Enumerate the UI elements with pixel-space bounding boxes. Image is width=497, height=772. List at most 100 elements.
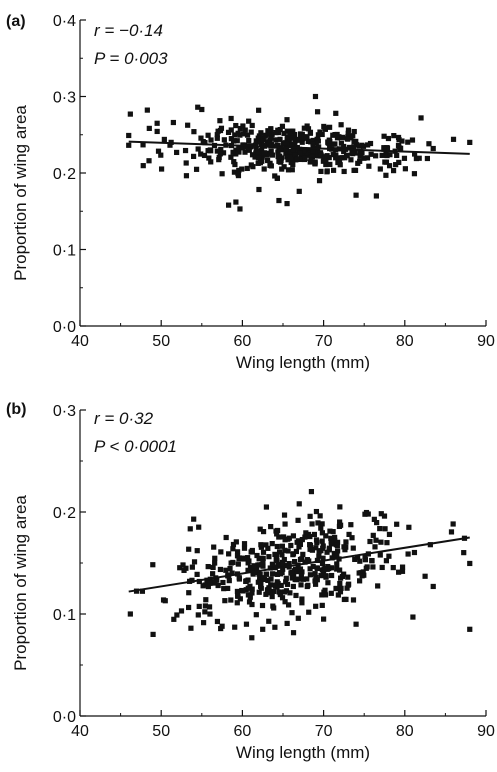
data-point — [379, 564, 385, 571]
data-point — [289, 167, 295, 173]
data-point — [351, 167, 357, 173]
data-point — [467, 139, 473, 145]
data-point — [150, 631, 156, 637]
data-point — [314, 136, 320, 143]
data-point — [233, 147, 239, 153]
data-point — [228, 127, 234, 133]
data-point — [280, 534, 287, 540]
data-point — [351, 139, 357, 145]
data-point — [194, 548, 200, 554]
data-point — [315, 132, 321, 138]
data-point — [317, 129, 323, 135]
data-point — [275, 149, 281, 155]
data-point — [350, 151, 356, 157]
data-point — [352, 150, 358, 156]
data-point — [285, 548, 291, 554]
data-point — [370, 532, 376, 538]
data-point — [396, 144, 402, 150]
data-point — [334, 561, 340, 567]
data-point — [305, 138, 311, 145]
data-point — [259, 147, 265, 154]
data-point — [214, 135, 220, 141]
data-point — [418, 115, 424, 121]
data-point — [205, 132, 211, 138]
data-point — [303, 530, 309, 536]
data-point — [249, 122, 255, 129]
data-point — [274, 579, 280, 585]
data-point — [333, 152, 339, 158]
data-point — [283, 579, 289, 585]
data-point — [181, 567, 187, 573]
data-point — [351, 128, 357, 135]
data-point — [364, 564, 370, 570]
data-point — [362, 553, 368, 559]
data-point — [330, 141, 337, 147]
data-point — [298, 582, 304, 588]
y-tick-label: 0·0 — [53, 709, 76, 726]
data-point — [195, 612, 201, 618]
data-point — [379, 152, 385, 158]
data-point — [235, 130, 241, 136]
data-point — [255, 135, 261, 141]
data-point — [257, 138, 263, 144]
data-point — [233, 539, 239, 545]
data-point — [360, 569, 366, 575]
data-point — [290, 533, 297, 539]
data-point — [144, 107, 150, 113]
data-point — [337, 567, 343, 573]
data-point — [383, 558, 390, 564]
data-point — [384, 540, 390, 546]
data-point — [216, 157, 222, 163]
data-point — [272, 582, 278, 588]
data-point — [349, 535, 355, 541]
data-point — [170, 119, 176, 126]
data-point — [281, 130, 287, 136]
data-point — [272, 173, 278, 179]
data-point — [332, 534, 338, 541]
data-point — [338, 585, 344, 591]
panel-a-points — [126, 93, 473, 212]
data-point — [345, 136, 351, 142]
data-point — [305, 126, 312, 132]
data-point — [154, 128, 160, 135]
data-point — [162, 598, 168, 604]
data-point — [313, 537, 320, 543]
data-point — [272, 551, 278, 557]
panel-a-x-axis-label: Wing length (mm) — [236, 353, 370, 372]
data-point — [279, 552, 285, 558]
data-point — [381, 513, 388, 519]
data-point — [198, 135, 204, 141]
data-point — [183, 173, 190, 179]
data-point — [233, 199, 239, 205]
data-point — [320, 543, 326, 549]
data-point — [258, 585, 264, 591]
data-point — [319, 521, 325, 527]
data-point — [386, 163, 393, 169]
data-point — [341, 544, 347, 550]
data-point — [245, 147, 251, 153]
data-point — [207, 611, 213, 617]
data-point — [343, 596, 349, 602]
panel-a-p-annotation: P = 0·003 — [94, 49, 168, 68]
data-point — [296, 544, 302, 550]
data-point — [416, 155, 422, 161]
data-point — [267, 565, 273, 571]
data-point — [273, 130, 279, 136]
data-point — [373, 153, 379, 159]
data-point — [399, 568, 406, 574]
data-point — [346, 144, 353, 151]
data-point — [263, 571, 270, 577]
data-point — [249, 586, 255, 592]
data-point — [228, 154, 234, 160]
data-point — [212, 555, 218, 561]
data-point — [314, 565, 321, 572]
data-point — [296, 501, 302, 507]
panel-a: (a) r = −0·14 P = 0·003 40 50 60 70 80 90 0·0… — [6, 13, 495, 372]
data-point — [309, 521, 315, 527]
panel-b-y-ticks: 0·0 0·1 0·2 0·3 — [53, 403, 86, 726]
panel-a-x-ticks: 40 50 60 70 80 90 — [71, 320, 495, 350]
data-point — [276, 158, 282, 164]
data-point — [323, 161, 329, 168]
data-point — [234, 138, 240, 144]
data-point — [140, 163, 146, 169]
